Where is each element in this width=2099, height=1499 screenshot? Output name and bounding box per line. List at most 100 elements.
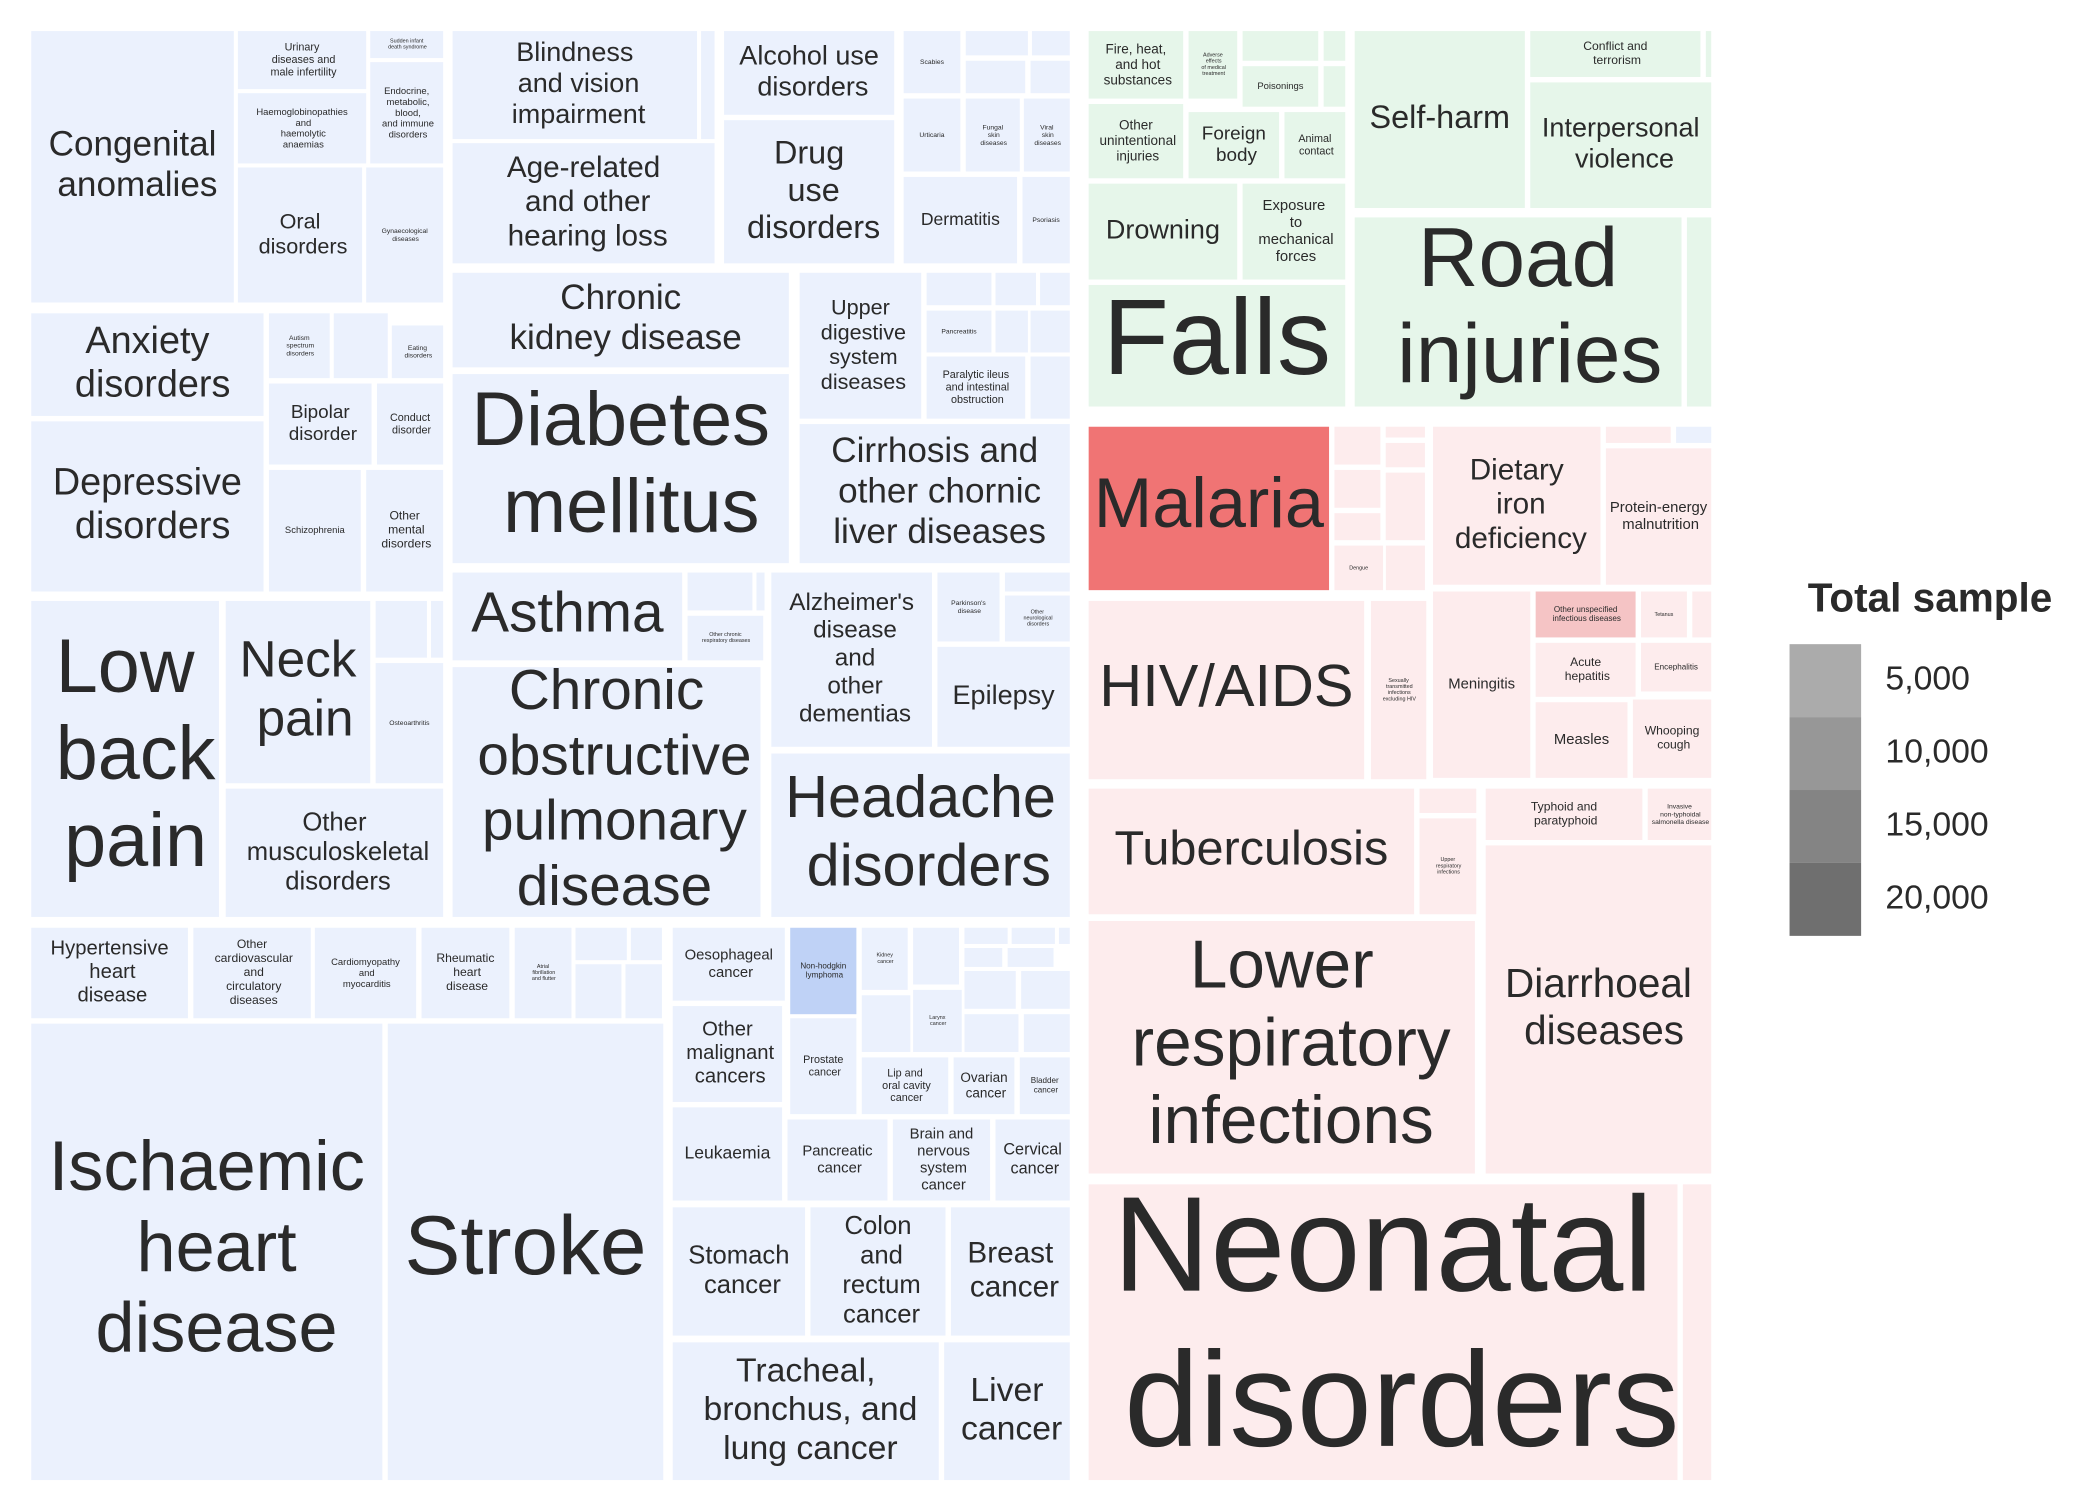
cell-label-line: Animal (1298, 133, 1331, 145)
treemap-cell (1482, 785, 1646, 843)
cell-label: Paralytic ileus and intestinal obstructi… (943, 369, 1010, 406)
treemap-cell (1638, 588, 1690, 641)
cell-label-line: and immune (379, 118, 434, 129)
cell-label-line: kidney disease (500, 319, 742, 358)
treemap-cell (1430, 424, 1604, 588)
treemap-cell (1185, 109, 1282, 181)
cell-label: Chronic obstructive pulmonary disease (462, 659, 752, 918)
cell-label-line: disorders (64, 363, 230, 405)
cell-label: Malaria (1094, 463, 1325, 542)
cell-label: Fire, heat, and hot substances (1100, 41, 1172, 87)
treemap-cell (1002, 592, 1073, 645)
treemap-cell (1027, 353, 1073, 422)
cell-label-line: Alzheimer's (789, 589, 914, 616)
cell-label: Meningitis (1448, 677, 1515, 693)
treemap-cell (890, 1116, 993, 1204)
cell-label-line: Stomach (688, 1241, 789, 1269)
treemap-cell (1383, 440, 1428, 470)
cell-label-line: lung cancer (714, 1429, 898, 1467)
treemap-cell (961, 925, 1011, 947)
treemap-cell (1019, 174, 1073, 267)
cell-label: Tetanus (1655, 612, 1674, 618)
cell-label-line: disorders (386, 129, 428, 140)
cell-label-line: dementias (792, 701, 911, 728)
cell-label-line: Low (56, 625, 195, 709)
cell-label: Oral disorders (253, 208, 348, 258)
cell-label-line: Other unspecified (1554, 605, 1617, 614)
cell-label-line: to (1286, 215, 1303, 231)
cell-label-line: Foreign (1202, 123, 1266, 144)
cell-label-line: cancer (929, 1021, 947, 1027)
cell-label: Lower respiratory infections (1113, 927, 1451, 1157)
treemap-cell (372, 598, 430, 661)
cell-label: Tuberculosis (1115, 821, 1389, 875)
cell-label-line: Neonatal (1113, 1168, 1654, 1319)
cell-label-line: cancer (887, 1092, 923, 1104)
cell-label-line: diseases (1033, 140, 1062, 147)
treemap-cell (1085, 785, 1417, 917)
treemap-cell (1383, 424, 1428, 441)
treemap-cell (1684, 214, 1714, 410)
treemap-cell (1416, 785, 1479, 816)
treemap-cell (1630, 696, 1714, 781)
cell-label-line: Haemoglobinopathies (256, 106, 348, 117)
cell-label: Measles (1554, 732, 1609, 748)
cell-label-line: heart (450, 965, 482, 979)
treemap-cell (1527, 79, 1714, 211)
treemap-cell (1383, 469, 1428, 543)
cell-label-line: disease (806, 617, 896, 644)
cell-label-line: disease (72, 985, 147, 1007)
cell-label: Poisonings (1257, 81, 1303, 92)
treemap-cell (28, 598, 222, 920)
cell-label-line: Chronic (509, 659, 704, 722)
treemap-cell (1352, 214, 1685, 410)
treemap-cell (363, 467, 446, 595)
cell-label-line: Cervical (1003, 1141, 1061, 1159)
cell-label-line: disorders (750, 72, 869, 102)
cell-label-line: infections (1436, 870, 1461, 876)
treemap-cell (670, 925, 788, 1004)
cell-label-line: body (1211, 145, 1258, 166)
cell-label-line: Diabetes (472, 378, 770, 462)
cell-label: Foreign body (1202, 123, 1266, 166)
cell-label: Psoriasis (1032, 217, 1060, 224)
treemap-cell (910, 925, 962, 988)
cell-label-line: system (916, 1161, 967, 1177)
cell-label: Pancreatitis (941, 328, 977, 335)
cell-label: Sexually transmitted infections excludin… (1381, 678, 1416, 703)
treemap-cell (312, 925, 419, 1021)
treemap-cell (923, 353, 1028, 422)
treemap-cell (28, 28, 237, 306)
treemap-cell (1017, 1054, 1073, 1117)
cell-label-line: disorders (1026, 622, 1050, 628)
treemap-cell (961, 945, 1005, 970)
cell-label-line: diseases (1513, 1006, 1684, 1052)
cell-label-line: anaemias (280, 139, 324, 150)
cell-label-line: excluding HIV (1381, 697, 1416, 703)
treemap-cell (961, 1011, 1022, 1055)
treemap-cell (1085, 282, 1348, 410)
treemap-cell (1239, 28, 1321, 64)
treemap-cell (1645, 785, 1714, 843)
cell-label: Breast cancer (962, 1236, 1059, 1303)
cell-label: Cirrhosis and other chornic liver diseas… (823, 431, 1045, 551)
cell-label-line: Viral (1040, 124, 1054, 131)
treemap-cell (1027, 58, 1073, 96)
treemap-cell (1331, 424, 1384, 468)
cell-label-line: Breast (967, 1236, 1054, 1269)
treemap-cell (1638, 640, 1714, 695)
treemap-cell (1021, 95, 1073, 175)
cell-label-line: and (240, 965, 264, 979)
cell-label-line: Alcohol use (739, 41, 879, 71)
cell-label-line: paratyphoid (1531, 814, 1598, 828)
cell-label-line: hepatitis (1561, 669, 1610, 683)
treemap-cell (1239, 63, 1321, 110)
treemap-cell (963, 95, 1023, 175)
treemap-cell (684, 613, 766, 664)
cell-label-line: Other (1119, 117, 1153, 132)
treemap-cell (1532, 588, 1639, 641)
cell-label-line: Rheumatic (436, 951, 494, 965)
cell-label-line: diseases (226, 993, 277, 1007)
treemap-cell (900, 174, 1020, 267)
treemap-cell (28, 310, 267, 419)
